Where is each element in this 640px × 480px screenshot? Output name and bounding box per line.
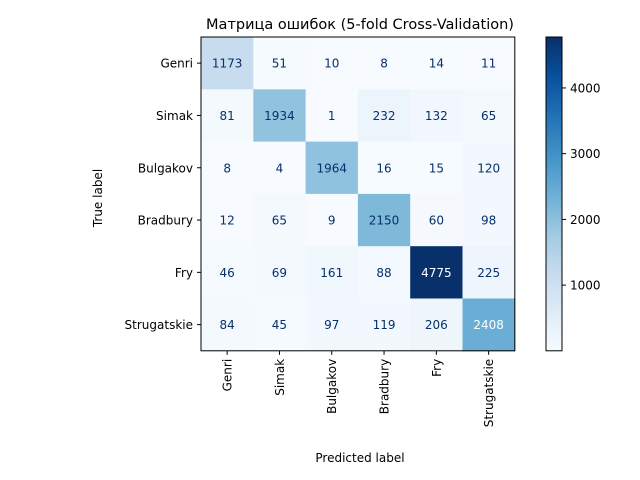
cell-value-label: 8 bbox=[380, 57, 388, 71]
matrix-cell bbox=[462, 141, 516, 195]
cell-value-label: 225 bbox=[477, 266, 500, 280]
matrix-cell bbox=[201, 37, 254, 90]
matrix-cell bbox=[305, 141, 359, 195]
colorbar bbox=[545, 36, 563, 352]
matrix-cell bbox=[462, 89, 516, 143]
matrix-cell bbox=[410, 298, 463, 352]
cell-value-label: 161 bbox=[320, 266, 343, 280]
cell-value-label: 81 bbox=[220, 109, 235, 123]
matrix-cell bbox=[410, 89, 463, 143]
colorbar-tick-label: 3000 bbox=[570, 147, 601, 161]
matrix-cell bbox=[253, 298, 307, 352]
cell-value-label: 1173 bbox=[212, 57, 243, 71]
matrix-cell bbox=[357, 298, 411, 352]
x-tick-label: Bradbury bbox=[378, 359, 392, 414]
y-tick-label: Strugatskie bbox=[125, 318, 193, 332]
cell-value-label: 11 bbox=[481, 57, 496, 71]
x-tick-label: Fry bbox=[430, 359, 444, 377]
y-tick-label: Bulgakov bbox=[138, 161, 193, 175]
cell-value-label: 45 bbox=[272, 318, 287, 332]
matrix-cell bbox=[357, 246, 411, 299]
matrix-cells bbox=[201, 37, 516, 352]
cell-value-label: 69 bbox=[272, 266, 287, 280]
matrix-cell bbox=[410, 193, 463, 247]
matrix-cell bbox=[201, 141, 254, 195]
cell-value-label: 88 bbox=[376, 266, 391, 280]
y-tick-label: Genri bbox=[160, 57, 193, 71]
cell-value-label: 46 bbox=[220, 266, 235, 280]
cell-value-label: 16 bbox=[376, 161, 391, 175]
colorbar-tick-label: 1000 bbox=[570, 279, 601, 293]
cell-value-label: 206 bbox=[425, 318, 448, 332]
cell-value-label: 4 bbox=[276, 161, 284, 175]
cell-value-label: 1964 bbox=[316, 161, 347, 175]
cell-value-label: 232 bbox=[373, 109, 396, 123]
cell-value-label: 1 bbox=[328, 109, 336, 123]
cell-value-label: 2408 bbox=[473, 318, 504, 332]
matrix-cell bbox=[253, 193, 307, 247]
matrix-cell bbox=[253, 141, 307, 195]
y-axis-ticks: Genri Simak Bulgakov Bradbury Fry Strugatskie bbox=[125, 57, 201, 332]
cell-value-label: 84 bbox=[220, 318, 235, 332]
matrix-cell bbox=[253, 37, 307, 90]
x-axis-ticks: Genri Simak Bulgakov Bradbury Fry Strugatskie bbox=[221, 350, 496, 427]
matrix-cell bbox=[462, 246, 516, 299]
colorbar-ticks: 1000 2000 3000 4000 bbox=[562, 81, 601, 293]
cell-value-label: 4775 bbox=[421, 266, 452, 280]
matrix-cell bbox=[201, 193, 254, 247]
matrix-cell bbox=[253, 246, 307, 299]
colorbar-tick-label: 4000 bbox=[570, 81, 601, 95]
matrix-cell bbox=[410, 141, 463, 195]
matrix-cell bbox=[462, 193, 516, 247]
matrix-cell bbox=[357, 89, 411, 143]
cell-value-label: 10 bbox=[324, 57, 339, 71]
x-tick-label: Genri bbox=[221, 359, 235, 392]
matrix-cell bbox=[357, 37, 411, 90]
cell-value-label: 60 bbox=[429, 214, 444, 228]
cell-value-label: 65 bbox=[272, 214, 287, 228]
matrix-cell bbox=[201, 246, 254, 299]
matrix-cell bbox=[305, 37, 359, 90]
matrix-cell bbox=[201, 298, 254, 352]
cell-value-label: 97 bbox=[324, 318, 339, 332]
matrix-cell bbox=[305, 193, 359, 247]
cell-value-label: 120 bbox=[477, 161, 500, 175]
cell-value-label: 14 bbox=[429, 57, 444, 71]
matrix-cell bbox=[253, 89, 307, 143]
x-axis-label: Predicted label bbox=[315, 451, 404, 465]
cell-value-label: 12 bbox=[220, 214, 235, 228]
cell-value-label: 8 bbox=[223, 161, 231, 175]
colorbar-tick-label: 2000 bbox=[570, 213, 601, 227]
matrix-cell bbox=[305, 298, 359, 352]
matrix-cell bbox=[305, 246, 359, 299]
cell-value-label: 98 bbox=[481, 214, 496, 228]
cell-value-label: 15 bbox=[429, 161, 444, 175]
matrix-cell bbox=[410, 246, 463, 299]
cell-value-label: 65 bbox=[481, 109, 496, 123]
cell-value-label: 132 bbox=[425, 109, 448, 123]
cell-value-label: 9 bbox=[328, 214, 336, 228]
matrix-cell bbox=[201, 89, 254, 143]
y-tick-label: Fry bbox=[175, 266, 193, 280]
matrix-cell bbox=[305, 89, 359, 143]
chart-title: Матрица ошибок (5-fold Cross-Validation) bbox=[206, 17, 514, 33]
y-axis-label: True label bbox=[91, 169, 105, 228]
cell-value-label: 119 bbox=[373, 318, 396, 332]
x-tick-label: Simak bbox=[273, 359, 287, 396]
x-tick-label: Bulgakov bbox=[325, 359, 339, 414]
cell-value-label: 2150 bbox=[369, 214, 400, 228]
y-tick-label: Simak bbox=[156, 109, 193, 123]
matrix-frame bbox=[200, 36, 516, 352]
x-tick-label: Strugatskie bbox=[482, 359, 496, 427]
matrix-cell bbox=[462, 37, 516, 90]
y-tick-label: Bradbury bbox=[138, 214, 193, 228]
matrix-cell bbox=[357, 193, 411, 247]
matrix-cell bbox=[357, 141, 411, 195]
cell-value-label: 51 bbox=[272, 57, 287, 71]
matrix-cell bbox=[410, 37, 463, 90]
matrix-cell bbox=[462, 298, 516, 352]
cell-value-label: 1934 bbox=[264, 109, 295, 123]
